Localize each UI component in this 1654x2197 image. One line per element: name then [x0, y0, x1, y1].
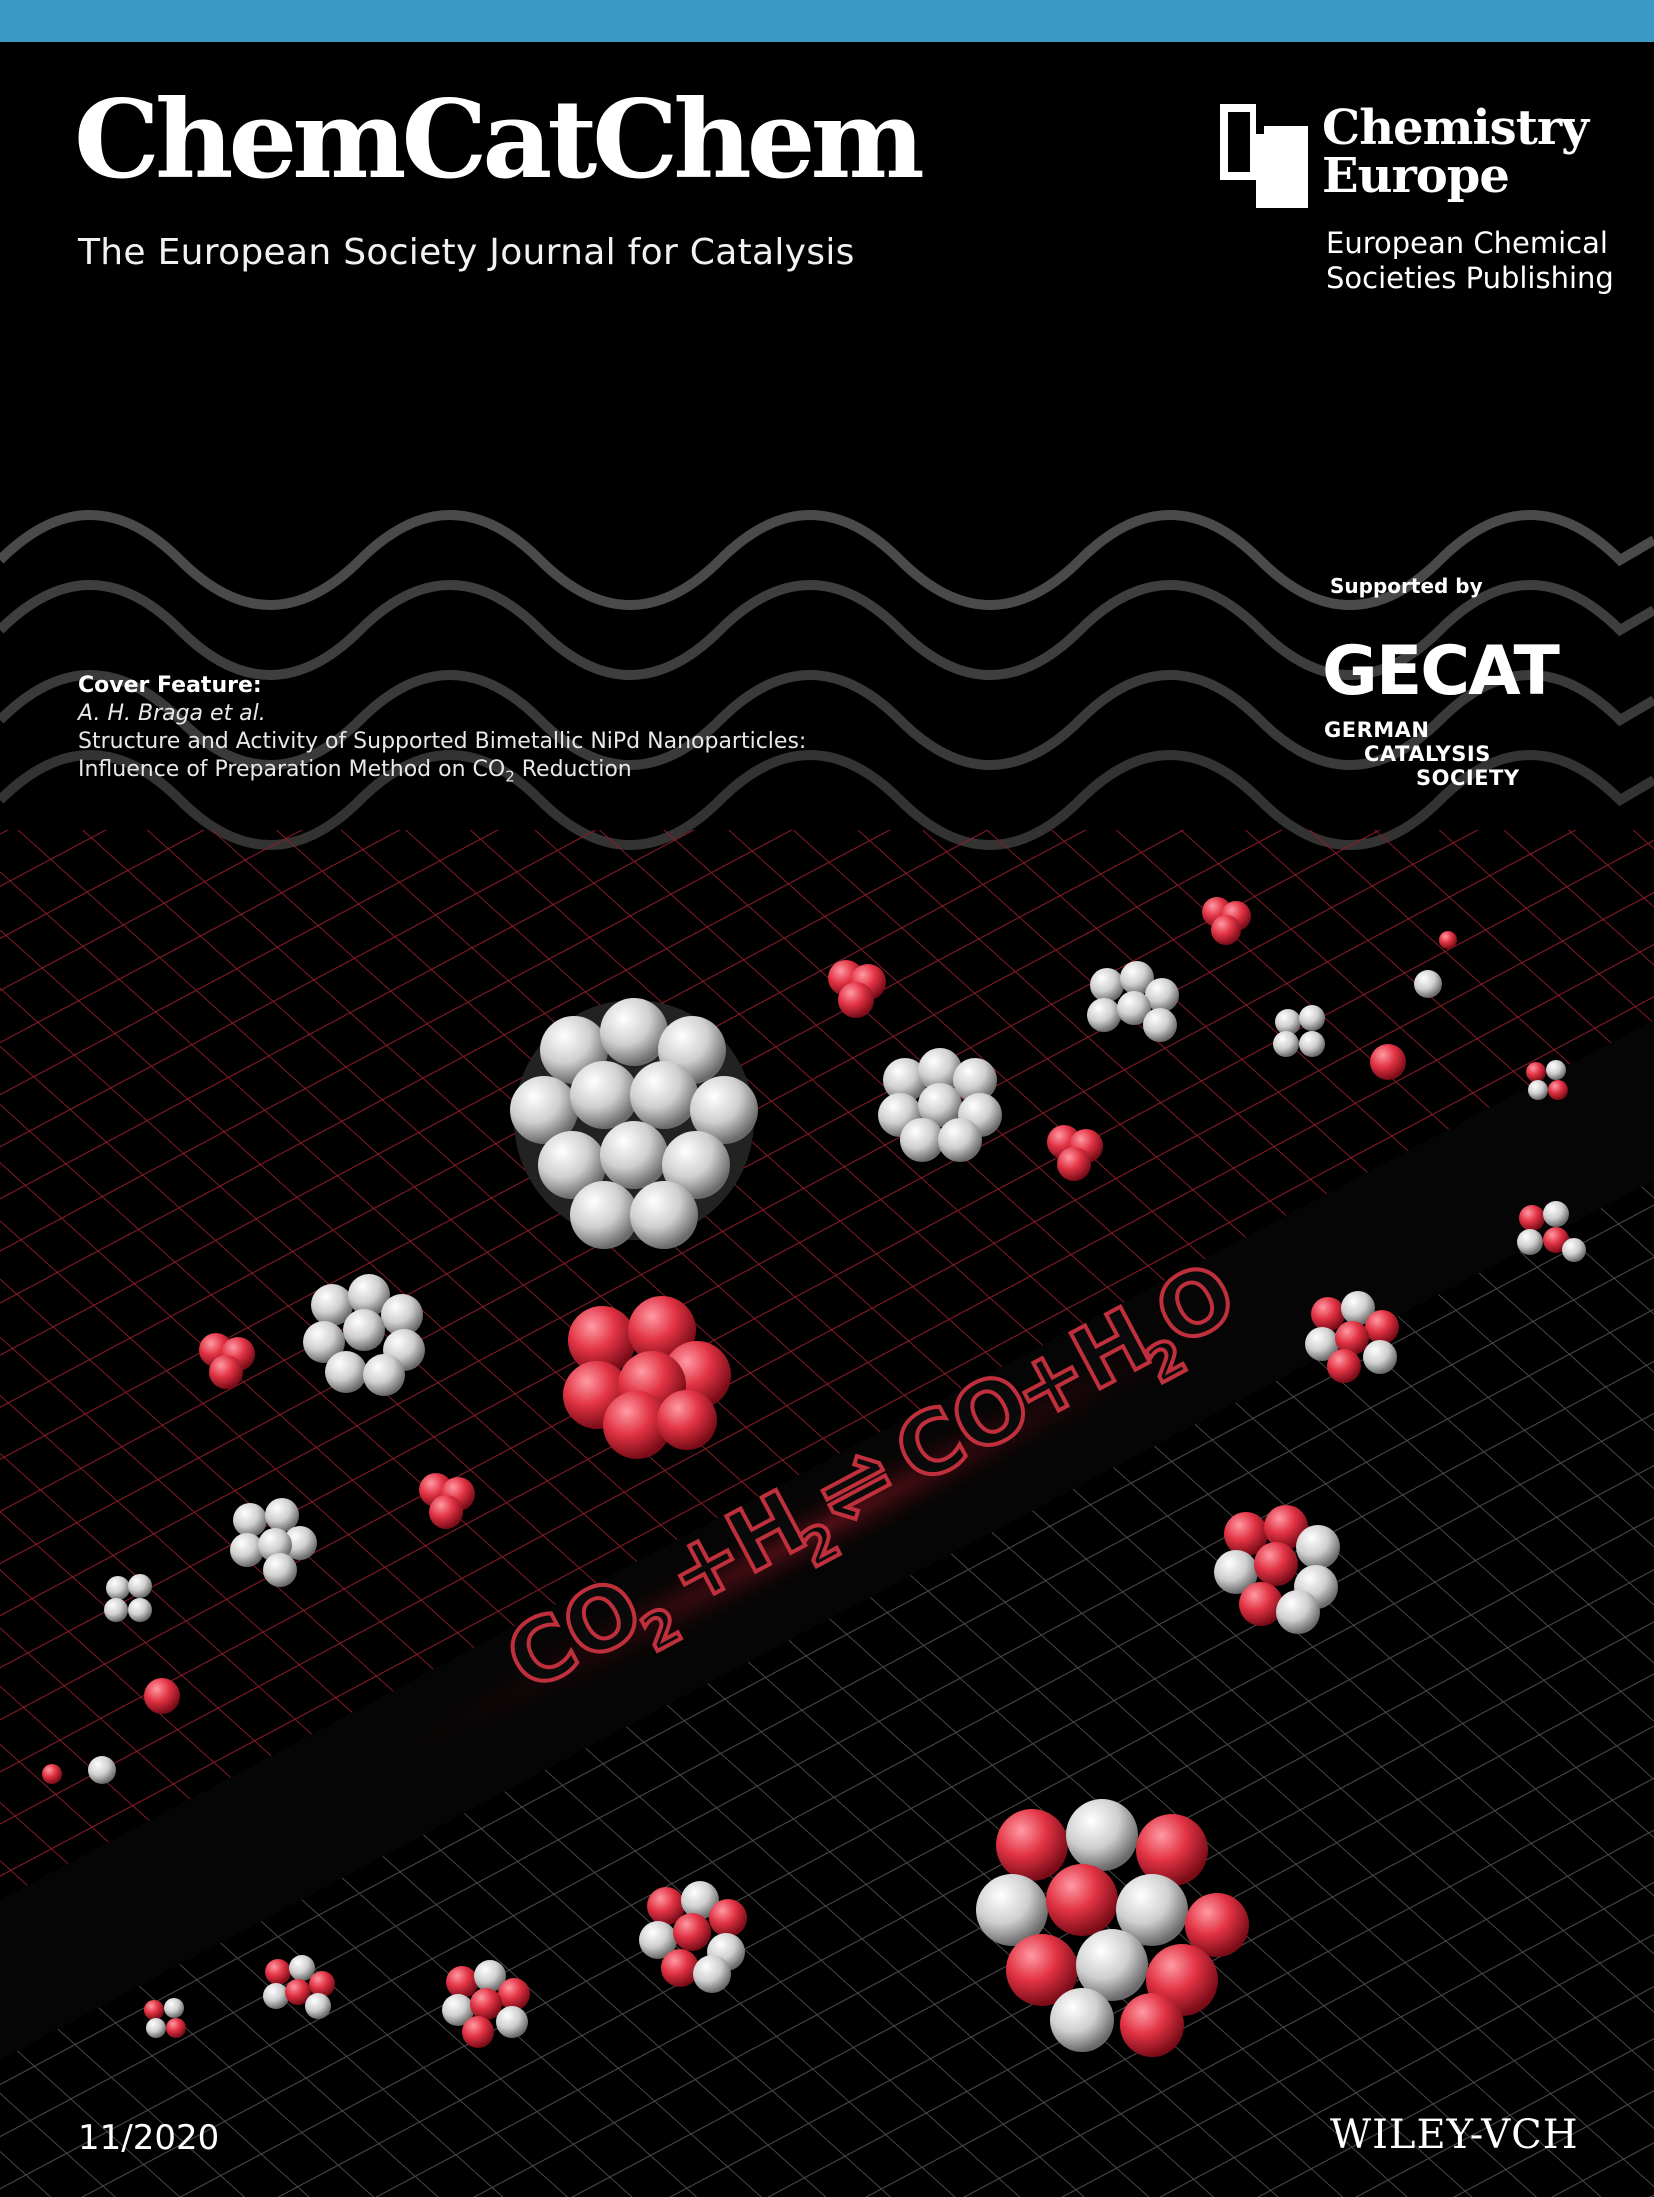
cover-feature-title-line2: Influence of Preparation Method on CO2 R… — [78, 756, 806, 790]
gecats-society-name: GERMAN CATALYSIS SOCIETY — [1324, 718, 1520, 790]
cover-feature-title-line1: Structure and Activity of Supported Bime… — [78, 728, 806, 756]
svg-text:GECATS: GECATS — [1322, 632, 1562, 711]
issue-number: 11/2020 — [78, 2118, 219, 2158]
cover-feature-block: Cover Feature: A. H. Braga et al. Struct… — [78, 672, 806, 790]
publisher-logo: WILEY-VCH — [1330, 2112, 1579, 2158]
supported-by-label: Supported by — [1330, 574, 1483, 598]
cover-feature-label: Cover Feature: — [78, 672, 806, 700]
cover-feature-authors: A. H. Braga et al. — [78, 700, 806, 728]
